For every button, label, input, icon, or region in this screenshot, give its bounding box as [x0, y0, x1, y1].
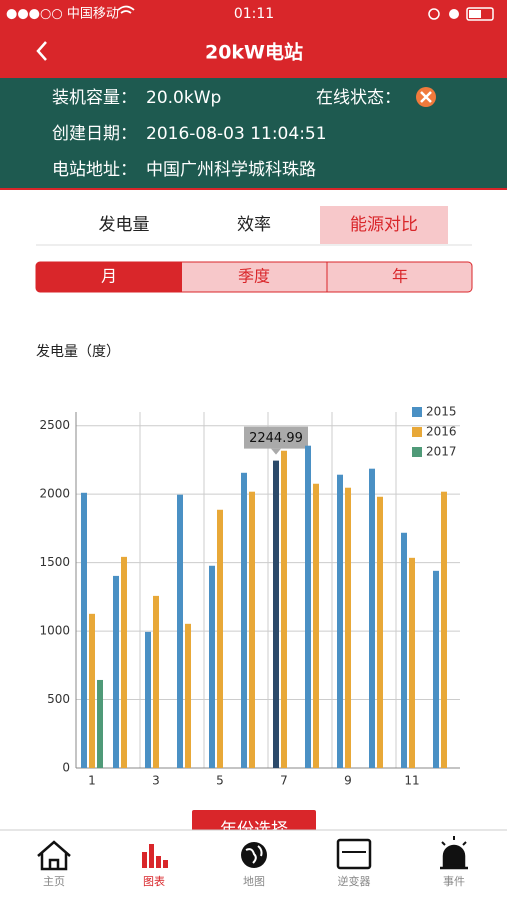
bar	[209, 565, 215, 768]
bar	[281, 450, 287, 768]
tooltip	[244, 426, 308, 449]
alarm-icon	[449, 9, 459, 19]
nav-label[interactable]: 地图	[243, 875, 265, 888]
bar	[177, 494, 183, 768]
bar	[377, 496, 383, 768]
back-button[interactable]	[36, 41, 47, 61]
battery	[466, 7, 494, 21]
battery-level	[469, 10, 481, 18]
event-icon-rays	[441, 836, 467, 846]
tab-active[interactable]: 能源对比	[350, 215, 418, 235]
bar	[121, 556, 127, 768]
bar	[113, 575, 119, 768]
offline-icon-x	[420, 91, 432, 103]
bar	[97, 679, 103, 768]
legend-swatch	[412, 447, 422, 457]
time: 01:11	[234, 6, 274, 22]
y-tick-label: 1500	[39, 555, 70, 569]
segment[interactable]: 年	[392, 267, 408, 286]
bar	[337, 474, 343, 768]
bar	[305, 445, 311, 768]
home-icon[interactable]	[37, 840, 71, 871]
x-tick-label: 5	[216, 774, 224, 788]
header-title: 20kW电站	[205, 41, 303, 64]
legend-label: 2015	[426, 405, 457, 419]
bar	[241, 472, 247, 768]
y-tick-label: 1000	[39, 624, 70, 638]
y-tick-label: 0	[62, 761, 70, 775]
info-label: 电站地址：	[52, 160, 137, 180]
bar	[249, 491, 255, 768]
legend-swatch	[412, 407, 422, 417]
top-bar	[0, 0, 507, 78]
chart: 0 500 1000 1500 2000 2500 2244.99 1 3 5 7 9 11 2015 20…	[39, 405, 460, 788]
segment-active	[36, 262, 182, 292]
bar	[433, 570, 439, 768]
x-tick-label: 9	[344, 774, 352, 788]
bar	[409, 557, 415, 768]
x-tick-label: 11	[404, 774, 419, 788]
y-axis-label: 发电量（度）	[36, 344, 120, 360]
bar	[81, 492, 87, 768]
x-tick-label: 3	[152, 774, 160, 788]
bar	[441, 491, 447, 768]
wifi-icon	[117, 5, 135, 14]
nav-label[interactable]: 事件	[443, 875, 465, 888]
map-icon-detail	[245, 845, 263, 864]
info-label: 创建日期：	[52, 124, 137, 144]
bar	[217, 509, 223, 768]
tooltip-label: 2244.99	[249, 431, 303, 446]
info-label: 在线状态：	[316, 88, 401, 108]
tooltip-pointer	[271, 448, 281, 455]
info-value: 中国广州科学城科珠路	[146, 160, 316, 180]
bar	[273, 460, 279, 768]
y-tick-label: 2000	[39, 487, 70, 501]
active-tab-bg	[320, 206, 448, 244]
bar	[345, 487, 351, 768]
carrier: ●●●○○ 中国移动	[6, 7, 119, 22]
bar	[369, 468, 375, 768]
chart-icon[interactable]	[142, 844, 168, 868]
inverter-icon[interactable]	[336, 838, 372, 870]
bar	[313, 483, 319, 768]
bar	[401, 532, 407, 768]
segment[interactable]: 季度	[238, 267, 270, 286]
bar	[153, 595, 159, 768]
tab[interactable]: 发电量	[99, 215, 150, 235]
info-label: 装机容量：	[52, 88, 137, 108]
bar	[185, 623, 191, 768]
segment[interactable]: 月	[101, 267, 117, 286]
lock-icon	[428, 8, 440, 20]
info-value: 20.0kWp	[146, 88, 221, 108]
y-tick-label: 2500	[39, 418, 70, 432]
x-tick-label: 1	[88, 774, 96, 788]
legend-label: 2017	[426, 445, 457, 459]
info-value: 2016-08-03 11:04:51	[146, 124, 327, 144]
x-tick-label: 7	[280, 774, 288, 788]
nav-label[interactable]: 逆变器	[338, 874, 371, 888]
nav-label[interactable]: 图表	[143, 874, 165, 888]
info-border	[0, 188, 507, 190]
legend-label: 2016	[426, 425, 457, 439]
bar	[145, 631, 151, 768]
bar	[89, 613, 95, 768]
tab[interactable]: 效率	[237, 215, 271, 235]
event-icon[interactable]	[440, 844, 468, 870]
y-tick-label: 500	[47, 692, 70, 706]
legend-swatch	[412, 427, 422, 437]
nav-label[interactable]: 主页	[43, 875, 65, 888]
